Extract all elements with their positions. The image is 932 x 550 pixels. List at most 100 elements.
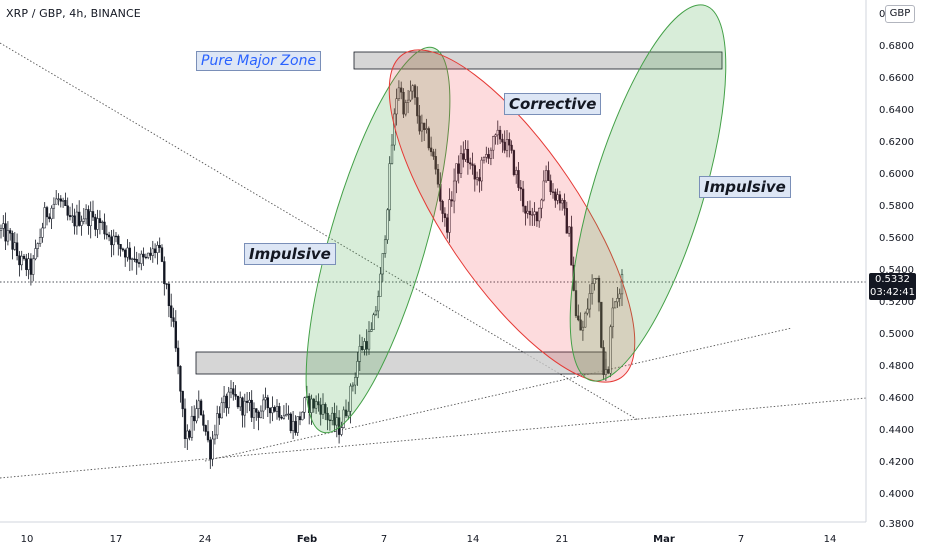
trendline-descending xyxy=(0,42,639,421)
candle-body xyxy=(459,153,463,174)
y-tick-label: 0.4800 xyxy=(879,361,914,372)
candle-body xyxy=(503,141,506,151)
candle-body xyxy=(498,129,502,140)
candle-body xyxy=(335,417,338,426)
candle-body xyxy=(607,369,610,374)
candle-body xyxy=(98,218,102,223)
candle-body xyxy=(563,200,566,209)
candle-body xyxy=(533,211,536,215)
candle-body xyxy=(374,310,378,316)
candle-body xyxy=(52,203,56,209)
candle-body xyxy=(114,235,118,238)
candle-body xyxy=(535,211,539,222)
impulsive-wave-ellipse-left[interactable] xyxy=(277,35,480,446)
candle-body xyxy=(434,156,437,170)
candle-body xyxy=(473,165,476,180)
candle-body xyxy=(43,207,46,229)
candle-body xyxy=(501,138,504,143)
candle-body xyxy=(27,258,30,270)
y-tick-label: 0.6000 xyxy=(879,169,914,180)
candle-body xyxy=(425,128,428,130)
candle-body xyxy=(406,99,410,103)
candle-body xyxy=(197,400,200,409)
support-zone-box[interactable] xyxy=(195,351,607,375)
candle-body xyxy=(15,242,19,257)
y-tick-label: 0.3800 xyxy=(879,519,914,530)
candle-body xyxy=(317,401,320,406)
candle-body xyxy=(264,397,267,401)
candle-body xyxy=(190,415,194,438)
candle-body xyxy=(360,345,364,351)
candle-body xyxy=(147,252,150,258)
candle-body xyxy=(103,221,106,235)
x-tick-label: 14 xyxy=(467,534,480,545)
candle-body xyxy=(448,199,451,233)
candle-body xyxy=(112,235,115,246)
candle-body xyxy=(209,439,212,460)
candle-body xyxy=(510,144,513,151)
candle-body xyxy=(2,223,5,229)
y-tick-label: 0.5400 xyxy=(879,265,914,276)
x-tick-label: Mar xyxy=(653,534,675,545)
candle-body xyxy=(365,341,368,350)
candle-body xyxy=(41,227,44,238)
candle-body xyxy=(234,394,237,397)
candle-body xyxy=(294,421,297,433)
candle-body xyxy=(469,162,472,165)
candle-body xyxy=(291,421,295,431)
candle-body xyxy=(119,244,122,250)
candle-body xyxy=(331,412,334,421)
x-tick-label: 24 xyxy=(199,534,212,545)
candle-body xyxy=(464,148,467,160)
candle-body xyxy=(144,256,148,259)
candle-body xyxy=(570,226,573,266)
candle-body xyxy=(547,170,550,181)
candle-body xyxy=(480,159,483,182)
candle-body xyxy=(372,314,375,330)
candle-body xyxy=(45,207,49,218)
candle-body xyxy=(156,245,159,253)
corrective-wave-ellipse[interactable] xyxy=(347,16,678,415)
candle-body xyxy=(126,247,129,258)
x-tick-label: 7 xyxy=(738,534,744,545)
impulsive-wave-ellipse-right[interactable] xyxy=(538,0,758,397)
candle-body xyxy=(73,215,76,227)
candle-body xyxy=(540,199,543,209)
candle-body xyxy=(13,242,16,250)
candle-body xyxy=(505,139,509,151)
candle-body xyxy=(423,122,426,130)
candle-body xyxy=(174,321,177,349)
candle-body xyxy=(404,102,407,115)
candle-body xyxy=(165,283,168,285)
candle-body xyxy=(494,134,497,137)
candle-body xyxy=(282,415,286,419)
candle-body xyxy=(38,237,42,244)
candle-body xyxy=(181,390,184,410)
candle-body xyxy=(298,416,302,421)
corrective-label: Corrective xyxy=(504,93,602,115)
candle-body xyxy=(48,216,51,220)
candle-body xyxy=(517,170,520,188)
candle-body xyxy=(202,414,205,426)
candle-body xyxy=(452,180,456,202)
candle-body xyxy=(101,221,104,224)
candle-body xyxy=(595,277,598,280)
candle-body xyxy=(427,128,430,149)
candle-body xyxy=(285,414,288,417)
candle-body xyxy=(9,230,12,234)
candle-body xyxy=(379,273,382,297)
candle-body xyxy=(567,226,571,234)
candle-body xyxy=(349,385,352,412)
candle-body xyxy=(135,258,138,263)
candle-body xyxy=(333,412,336,426)
candle-body xyxy=(176,347,180,367)
time-axis: 10 17 24 Feb 7 14 21 Mar 7 14 xyxy=(21,534,837,545)
candle-body xyxy=(262,399,265,412)
candle-body xyxy=(110,236,113,246)
currency-button[interactable]: GBP xyxy=(885,5,915,23)
impulsive-label-right: Impulsive xyxy=(699,176,791,198)
candle-body xyxy=(556,194,559,201)
y-tick-label: 0.6400 xyxy=(879,105,914,116)
candle-body xyxy=(577,315,580,321)
